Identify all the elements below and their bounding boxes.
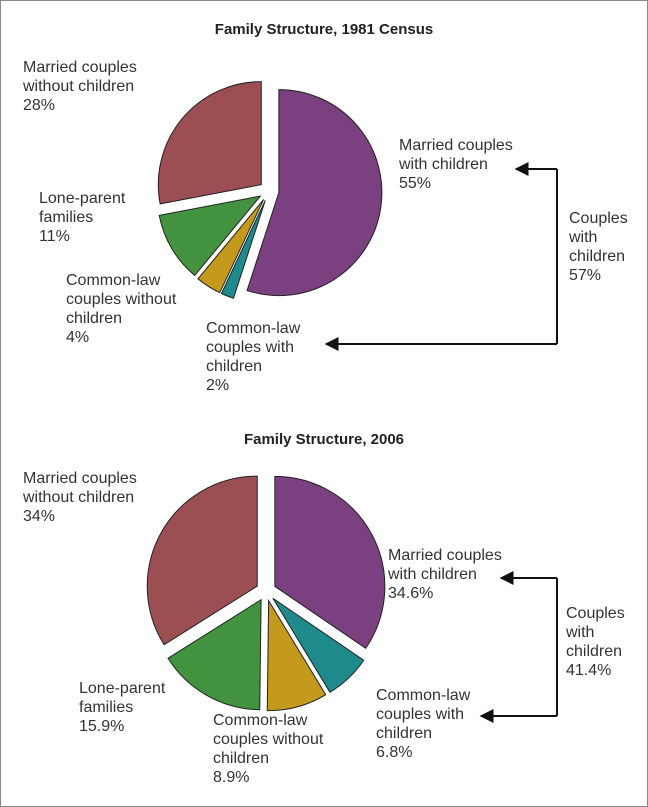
chart-title: Family Structure, 2006	[1, 431, 647, 448]
value-label: 55%	[399, 175, 432, 192]
slice-label: Married couples with children 55%	[399, 136, 539, 193]
value-label: 11%	[39, 228, 70, 245]
chart-title: Family Structure, 1981 Census	[1, 21, 647, 38]
category-label: Married couples without children	[23, 470, 137, 506]
value-label: 6.8%	[376, 744, 413, 761]
pie-slice	[274, 475, 386, 650]
value-label: 34.6%	[388, 585, 434, 602]
value-label: 15.9%	[79, 718, 125, 735]
value-label: 2%	[206, 377, 230, 394]
category-label: Common-law couples with children	[206, 320, 301, 375]
value-label: 34%	[23, 508, 56, 525]
category-label: Lone-parent families	[79, 680, 166, 716]
category-label: Married couples with children	[399, 137, 513, 173]
pie-slice	[146, 475, 258, 646]
category-label: Married couples with children	[388, 547, 502, 583]
pie-slice	[157, 81, 262, 205]
value-label: 4%	[66, 329, 90, 346]
slice-label: Common-law couples without children 8.9%	[213, 711, 363, 787]
category-label: Common-law couples without children	[66, 272, 177, 327]
value-label: 28%	[23, 97, 56, 114]
value-label: 8.9%	[213, 769, 250, 786]
category-label: Common-law couples without children	[213, 712, 324, 767]
annotation: Couples with children 57%	[569, 210, 628, 284]
slice-label: Common-law couples without children 4%	[66, 271, 216, 347]
pie-slice	[220, 200, 266, 299]
annotation: Couples with children 41.4%	[566, 604, 646, 680]
pie-slice	[266, 598, 327, 712]
pie-slice	[158, 195, 262, 277]
slice-label: Married couples without children 34%	[23, 469, 183, 526]
category-label: Lone-parent families	[39, 190, 126, 226]
slice-label: Married couples without children 28%	[23, 58, 173, 115]
chart-title: Family Structure, 1981 Census	[214, 21, 434, 38]
slice-label: Lone-parent families 11%	[39, 189, 159, 246]
category-label: Married couples without children	[23, 59, 137, 95]
slice-label: Common-law couples with children 2%	[206, 319, 336, 395]
slice-label: Married couples with children 34.6%	[388, 546, 528, 603]
chart-title: Family Structure, 2006	[243, 431, 405, 448]
slice-label: Common-law couples with children 6.8%	[376, 686, 496, 762]
slice-label: Lone-parent families 15.9%	[79, 679, 199, 736]
category-label: Common-law couples with children	[376, 687, 471, 742]
annotation: Couples with children 57%	[569, 209, 647, 285]
pie-slice	[272, 597, 365, 693]
annotation: Couples with children 41.4%	[566, 605, 625, 679]
pie-slice	[246, 89, 383, 297]
pie-slice	[197, 199, 265, 294]
pie-slice	[167, 598, 262, 711]
